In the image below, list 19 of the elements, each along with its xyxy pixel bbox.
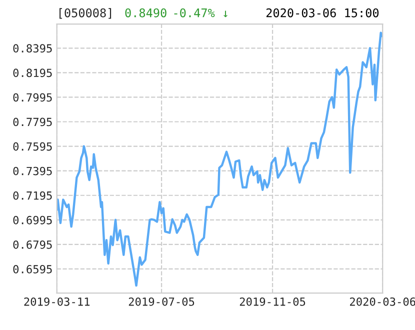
x-tick-label: 2019-03-11 [24,297,90,306]
y-tick-label: 0.6795 [13,240,52,249]
line-series [56,32,383,287]
text: -0.47% ↓ [174,8,228,18]
text: 2020-03-06 15:00 [266,8,379,18]
x-tick-label: 2019-11-05 [240,297,306,306]
y-tick-label: 0.6595 [13,264,52,274]
y-tick-label: 0.7995 [13,93,52,102]
y-tick-label: 0.7795 [13,118,52,126]
chart-title: [050008] [60,8,112,19]
text: 0.8490 [125,8,166,18]
y-tick-label: 0.8195 [13,68,52,78]
x-tick-label: 2019-07-05 [128,297,194,306]
y-tick-label: 0.8395 [13,44,52,53]
y-tick-label: 0.7395 [13,166,52,176]
x-tick-label: 2020-03-06 [350,297,415,306]
y-tick-label: 0.7595 [13,142,52,151]
y-tick-label: 0.6995 [13,216,52,224]
y-tick-label: 0.7195 [13,191,52,200]
